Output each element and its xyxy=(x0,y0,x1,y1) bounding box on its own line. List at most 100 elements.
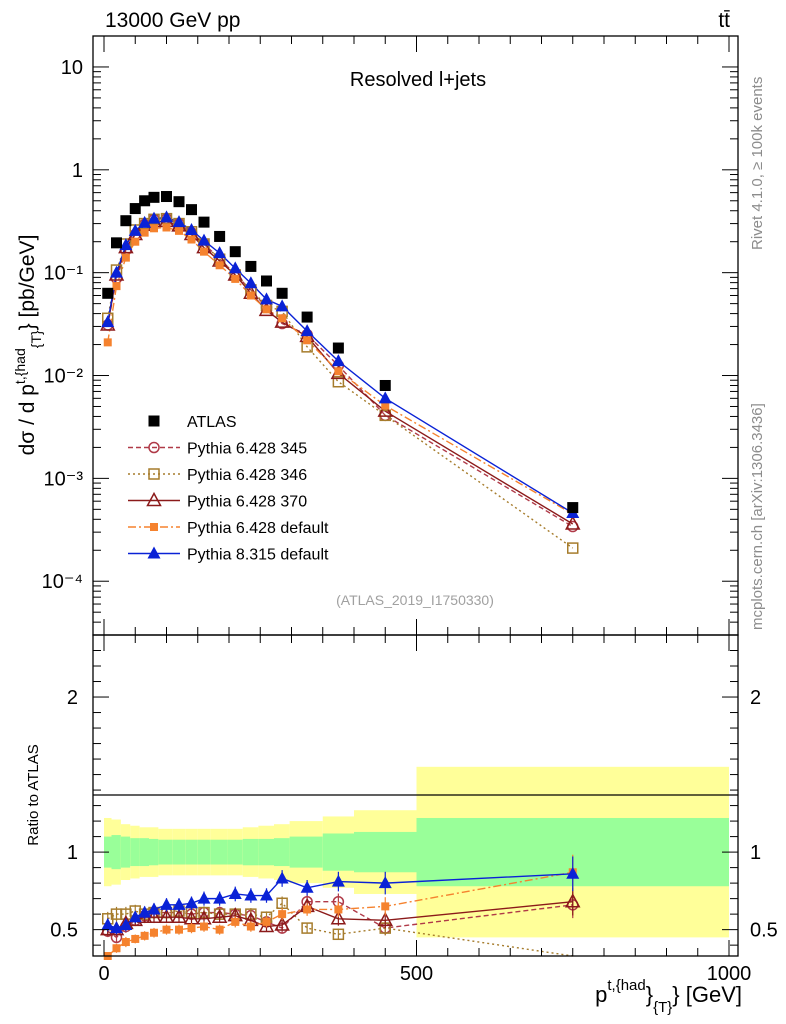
ratio-stat-uncertainty-band xyxy=(274,838,290,867)
legend-item: Pythia 6.428 default xyxy=(128,520,329,537)
main-y-axis-label: dσ / d pt,{had{T}} [pb/GeV] xyxy=(12,235,44,456)
main-series-point xyxy=(215,261,224,270)
collision-energy-label: 13000 GeV pp xyxy=(105,9,240,32)
ratio-series-point xyxy=(147,902,161,915)
analysis-id-label: (ATLAS_2019_I1750330) xyxy=(336,592,494,608)
main-series-point xyxy=(185,222,198,235)
ratio-x-ticks: 0 500 1000 xyxy=(98,635,751,985)
atlas-data-point xyxy=(276,287,288,299)
main-series-point xyxy=(378,391,392,404)
ratio-uncertainty-bands xyxy=(104,766,729,938)
legend-marker xyxy=(150,523,158,531)
ratio-series-point xyxy=(172,897,186,910)
legend-label: Pythia 8.315 default xyxy=(187,547,329,564)
ratio-series-point xyxy=(564,893,581,908)
legend-item: Pythia 6.428 346 xyxy=(128,467,307,484)
ratio-series-point xyxy=(275,871,289,884)
ratio-stat-uncertainty-band xyxy=(322,833,354,871)
ratio-y-tick-label-left: 1 xyxy=(67,842,78,864)
main-series-point xyxy=(379,409,391,422)
main-x-ticks xyxy=(103,36,730,635)
main-y-tick-label: 10⁻² xyxy=(44,366,84,388)
atlas-data-point xyxy=(129,203,141,215)
main-series-point xyxy=(300,324,314,337)
ratio-series-point xyxy=(197,891,211,904)
ratio-y-tick-label-left: 0.5 xyxy=(50,920,78,942)
main-series-point xyxy=(121,253,130,262)
atlas-data-point xyxy=(229,246,241,258)
legend-marker xyxy=(148,441,160,454)
main-series-point xyxy=(331,354,345,367)
atlas-data-point xyxy=(332,342,344,354)
main-series-point xyxy=(246,291,255,300)
atlas-data-point xyxy=(173,196,185,208)
ratio-series-point xyxy=(121,938,130,947)
ratio-stat-uncertainty-band xyxy=(289,836,323,868)
mcplots-label: mcplots.cern.ch [arXiv:1306.3436] xyxy=(749,403,766,630)
main-series-point xyxy=(175,226,183,235)
xlabel-sub2: {T} xyxy=(653,999,672,1016)
main-series-point xyxy=(147,211,161,224)
ylabel-sup: t,{had xyxy=(12,348,28,384)
main-y-tick-label: 10 xyxy=(61,57,83,79)
ratio-series-point xyxy=(101,917,115,930)
xlabel-main: p xyxy=(595,982,607,1007)
atlas-data-point xyxy=(301,311,313,323)
main-panel-frame xyxy=(92,35,739,636)
ratio-series-point xyxy=(334,905,343,914)
ratio-stat-uncertainty-band xyxy=(120,836,131,868)
legend-item: Pythia 6.428 370 xyxy=(128,491,307,511)
xlabel-suffix: } [GeV] xyxy=(672,982,742,1007)
main-series-point xyxy=(138,215,152,228)
main-series-point xyxy=(101,315,115,328)
ratio-series-point xyxy=(110,921,123,934)
atlas-data-point xyxy=(120,215,132,227)
ratio-stat-uncertainty-band xyxy=(172,839,186,865)
atlas-data-point xyxy=(567,502,579,514)
ratio-stat-uncertainty-band xyxy=(242,838,259,866)
ylabel-prefix: dσ / d p xyxy=(16,384,39,455)
main-series-point xyxy=(150,224,158,233)
ratio-series-point xyxy=(228,886,242,899)
ratio-series-point xyxy=(260,888,273,901)
ratio-y-axis-label: Ratio to ATLAS xyxy=(25,744,42,845)
legend-label: Pythia 6.428 370 xyxy=(187,494,307,511)
legend-marker xyxy=(147,546,161,559)
main-series-point xyxy=(162,223,171,232)
ratio-series-point xyxy=(128,910,142,923)
ratio-y-tick-label-left: 2 xyxy=(67,687,78,709)
legend-marker xyxy=(148,468,160,480)
ratio-series-point xyxy=(215,925,224,934)
atlas-data-point xyxy=(379,379,391,391)
main-series-point xyxy=(275,299,289,312)
process-label: tt̄ xyxy=(718,9,730,32)
x-axis-label: pt,{had}{T}} [GeV] xyxy=(595,977,742,1016)
atlas-data-point xyxy=(261,275,272,287)
ratio-series-point xyxy=(162,925,171,934)
ratio-x-tick-label: 1000 xyxy=(707,963,752,985)
xlabel-sub: } xyxy=(646,982,653,1007)
main-y-tick-label: 10⁻¹ xyxy=(44,263,84,285)
ratio-series-point xyxy=(381,902,390,911)
ratio-series-point xyxy=(331,874,345,887)
main-series-point xyxy=(260,292,273,305)
ratio-series-point xyxy=(231,917,240,926)
ratio-series-point xyxy=(158,908,175,923)
main-series-point xyxy=(110,265,123,278)
ratio-stat-uncertainty-band xyxy=(185,839,198,865)
ratio-series-point xyxy=(278,910,287,919)
main-series-point xyxy=(119,238,133,251)
ratio-series-point xyxy=(262,917,271,926)
main-series-point xyxy=(377,402,394,417)
main-series-point xyxy=(567,542,579,554)
legend-item: Pythia 8.315 default xyxy=(128,546,329,564)
ratio-y-tick-label-right: 2 xyxy=(750,687,761,709)
atlas-data-point xyxy=(245,260,257,272)
main-y-tick-label: 10⁻⁴ xyxy=(42,571,83,593)
legend-label: Pythia 6.428 346 xyxy=(187,467,307,484)
main-y-ticks: 10⁻⁴ 10⁻³ 10⁻² 10⁻¹ 1 10 xyxy=(42,35,738,636)
ratio-stat-uncertainty-band xyxy=(210,839,228,865)
atlas-data-point xyxy=(148,191,160,203)
main-series-point xyxy=(228,261,242,274)
